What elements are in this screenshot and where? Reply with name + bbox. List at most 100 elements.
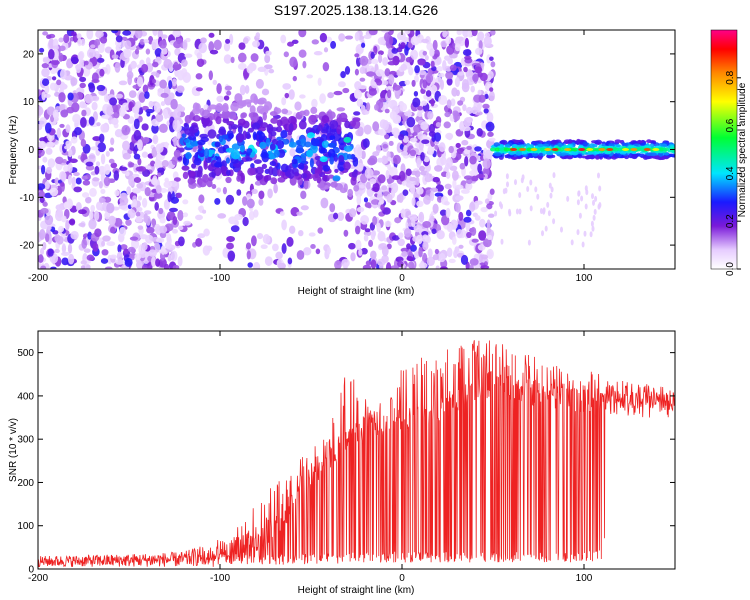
spectrogram-cell [381, 245, 389, 257]
spectrogram-cell [67, 174, 73, 186]
spectrogram-cell [425, 90, 432, 97]
spectrogram-cell [337, 81, 346, 88]
spectrogram-cell [314, 172, 319, 179]
spectrogram-cell [45, 147, 53, 155]
spectrogram-cell [537, 143, 544, 148]
spectrogram-cell [646, 139, 652, 144]
spectrogram-cell [416, 234, 423, 245]
spectrogram-cell [66, 60, 73, 69]
spectrogram-cell [284, 92, 290, 99]
spectrogram-cell [652, 148, 660, 151]
spectrogram-cell [257, 66, 267, 73]
spectrogram-cell [38, 190, 46, 198]
spectrogram-cell [306, 149, 314, 158]
spectrogram-cell [58, 92, 66, 103]
spectrogram-cell [645, 152, 653, 157]
spectrogram-cell [61, 257, 69, 266]
spectrogram-cell [622, 142, 629, 146]
spectrogram-cell [86, 30, 94, 40]
spectrogram-cell [230, 102, 239, 112]
spectrogram-cell [591, 225, 595, 232]
spectrogram-cell [315, 248, 321, 255]
spectrogram-cell [85, 161, 94, 167]
spectrogram-cell [612, 147, 619, 152]
spectrogram-cell [221, 109, 231, 119]
spectrogram-cell [214, 141, 221, 148]
spectrogram-cell [404, 79, 411, 86]
spectrogram-cell [368, 30, 378, 36]
spectrogram-cell [65, 124, 71, 133]
spectrogram-cell [84, 60, 89, 66]
spectrogram-cell [122, 113, 130, 120]
spectrogram-cell [54, 177, 60, 186]
spectrogram-cell [153, 192, 163, 199]
spectrogram-cell [322, 164, 331, 172]
spectrogram-cell [68, 148, 73, 158]
spectrogram-cell [168, 80, 173, 90]
spectrogram-cell [444, 55, 451, 61]
spectrogram-cell [150, 256, 157, 268]
spectrogram-cell [330, 181, 338, 188]
spectrogram-cell [44, 181, 50, 190]
spectrogram-cell [71, 176, 77, 187]
spectrogram-cell [400, 63, 408, 71]
spectrogram-cell [225, 194, 235, 205]
spectrogram-cell [372, 182, 380, 193]
spectrogram-cell [132, 199, 138, 207]
spectrogram-cell [480, 254, 489, 260]
spectrogram-cell [111, 30, 119, 34]
spectrogram-cell [459, 162, 466, 170]
spectrogram-cell [198, 194, 205, 204]
spectrogram-cell [210, 149, 216, 155]
spectrogram-cell [341, 258, 350, 268]
spectrogram-cell [446, 78, 453, 86]
spectrogram-cell [59, 68, 67, 80]
spectrogram-cell [139, 38, 146, 45]
spectrogram-cell [97, 142, 106, 153]
spectrogram-cell [630, 148, 638, 151]
spectrogram-cell [246, 250, 251, 260]
spectrogram-cell [129, 236, 139, 241]
spectrogram-cell [88, 218, 97, 230]
spectrogram-cell [594, 195, 598, 202]
spectrogram-cell [128, 175, 136, 187]
spectrogram-cell [138, 250, 147, 258]
spectrogram-cell [576, 154, 583, 157]
spectrogram-cell [287, 169, 295, 179]
spectrogram-cell [126, 186, 132, 196]
spectrogram-cell [267, 188, 273, 199]
spectrogram-cell [228, 133, 234, 139]
spectrogram-cell [469, 155, 477, 165]
spectrogram-cell [193, 157, 202, 166]
spectrogram-cell [300, 173, 308, 179]
spectrogram-cell [255, 78, 264, 89]
spectrogram-cell [356, 98, 364, 108]
spectrogram-cell [438, 253, 446, 263]
spectrogram-cell [416, 200, 424, 208]
spectrogram-cell [90, 44, 96, 49]
spectrogram-cell [438, 142, 446, 153]
spectrogram-cell [191, 163, 197, 169]
spectrogram-cell [172, 228, 178, 234]
spectrogram-cell [263, 175, 269, 183]
spectrogram-cell [201, 109, 211, 119]
spectrogram-cell [141, 264, 148, 269]
spectrogram-cell [593, 208, 597, 215]
spectrogram-cell [282, 83, 292, 90]
spectrogram-cell [124, 257, 133, 267]
spectrogram-cell [442, 30, 448, 38]
spectrogram-cell [474, 47, 483, 56]
y-tick-label: 0 [28, 145, 34, 156]
spectrogram-cell [92, 136, 101, 142]
x-tick-label: -200 [28, 273, 48, 284]
spectrogram-cell [50, 60, 60, 66]
spectrogram-cell [363, 197, 369, 203]
spectrogram-cell [104, 266, 113, 269]
spectrogram-cell [144, 91, 150, 99]
spectrogram-cells [38, 30, 675, 269]
spectrogram-cell [361, 42, 366, 48]
spectrogram-cell [158, 258, 167, 268]
spectrogram-cell [303, 141, 312, 148]
spectrogram-cell [333, 90, 343, 96]
spectrogram-cell [463, 216, 472, 223]
